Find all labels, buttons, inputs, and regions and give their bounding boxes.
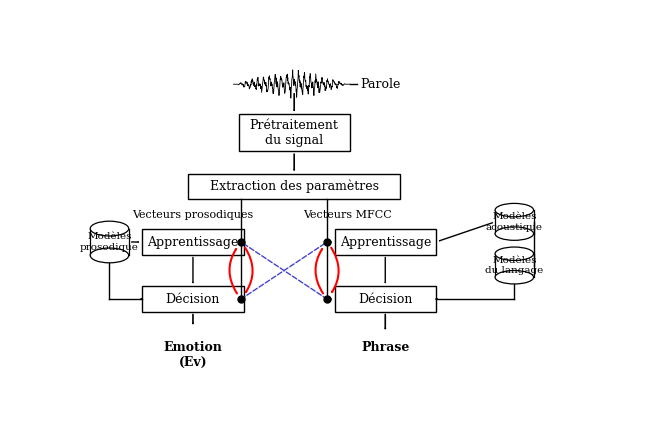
Text: Modèles
du langage: Modèles du langage	[485, 256, 543, 275]
Text: Modèles
prosodique: Modèles prosodique	[80, 232, 139, 252]
Bar	[495, 254, 534, 277]
Text: Apprentissage: Apprentissage	[340, 235, 431, 249]
Ellipse shape	[495, 227, 534, 240]
Bar	[90, 228, 129, 255]
Text: Phrase: Phrase	[361, 341, 409, 354]
Bar	[335, 229, 436, 255]
Text: Emotion
(Ev): Emotion (Ev)	[163, 341, 223, 369]
Text: Prétraitement
du signal: Prétraitement du signal	[249, 119, 339, 147]
Text: Décision: Décision	[166, 293, 220, 306]
Ellipse shape	[90, 221, 129, 236]
Bar	[188, 174, 400, 199]
Bar	[142, 286, 244, 312]
Ellipse shape	[90, 248, 129, 263]
Ellipse shape	[495, 247, 534, 260]
Text: Apprentissage: Apprentissage	[148, 235, 238, 249]
Text: Modèles
acoustique: Modèles acoustique	[486, 212, 543, 232]
Ellipse shape	[495, 203, 534, 217]
Text: Vecteurs prosodiques: Vecteurs prosodiques	[133, 210, 253, 220]
Bar	[495, 210, 534, 234]
Text: Vecteurs MFCC: Vecteurs MFCC	[303, 210, 392, 220]
Text: Décision: Décision	[358, 293, 413, 306]
Text: Parole: Parole	[360, 78, 400, 91]
Ellipse shape	[495, 270, 534, 284]
Text: Extraction des paramètres: Extraction des paramètres	[210, 180, 379, 193]
Bar	[238, 114, 350, 151]
Bar	[142, 229, 244, 255]
Bar	[335, 286, 436, 312]
